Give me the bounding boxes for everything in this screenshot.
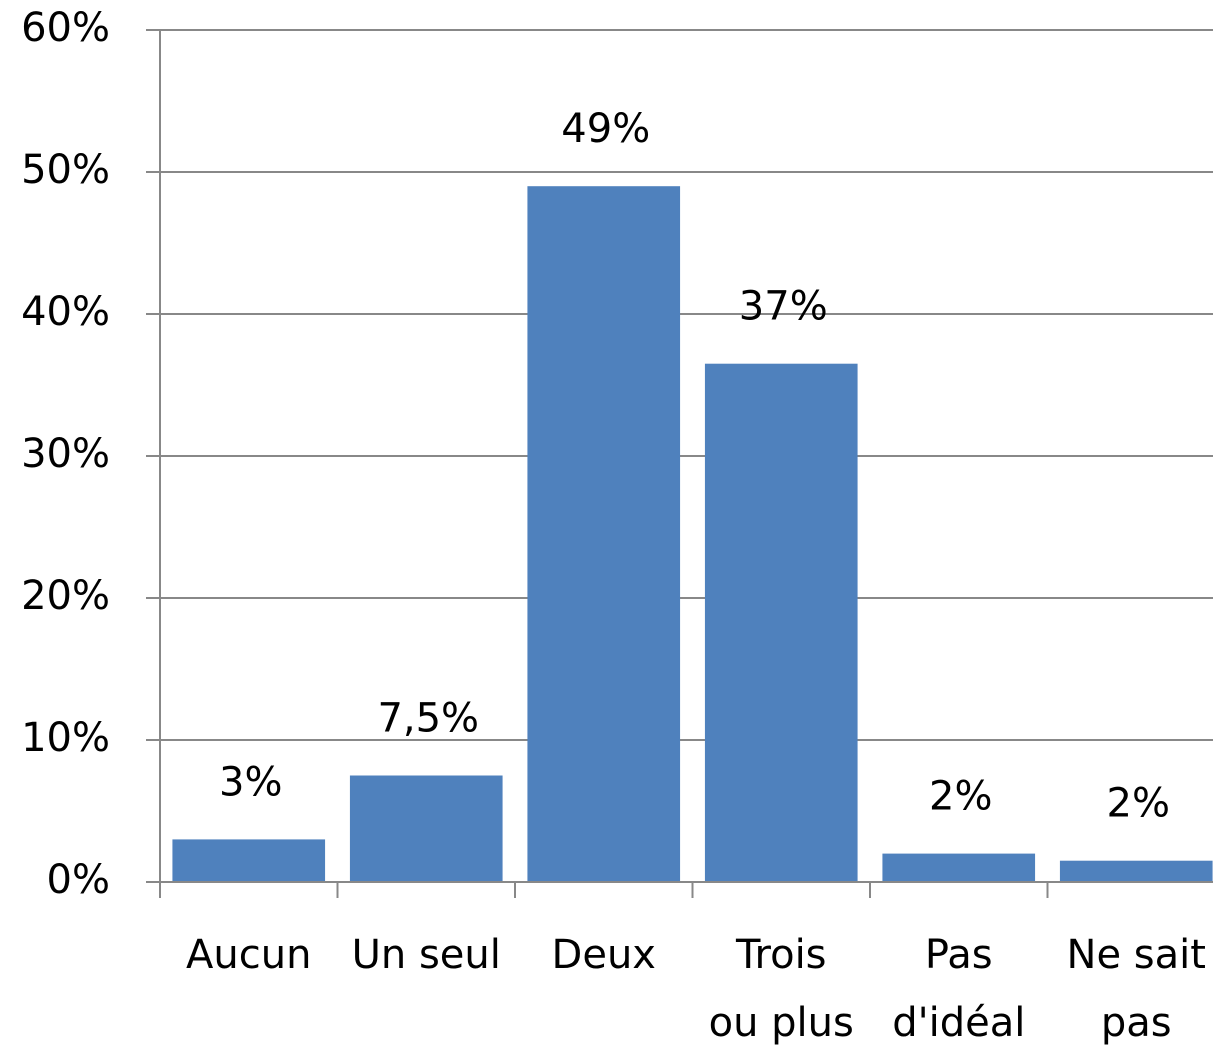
bar bbox=[349, 775, 503, 882]
y-tick-label: 40% bbox=[21, 289, 110, 335]
x-tick-label: pas bbox=[1101, 1000, 1172, 1046]
value-label: 3% bbox=[219, 759, 282, 805]
value-label: 37% bbox=[739, 284, 828, 330]
bar bbox=[882, 853, 1036, 882]
x-tick-label: d'idéal bbox=[892, 1000, 1025, 1046]
x-tick-label: Aucun bbox=[186, 932, 311, 978]
x-tick-label: Pas bbox=[925, 932, 993, 978]
y-tick-label: 50% bbox=[21, 147, 110, 193]
y-tick-label: 10% bbox=[21, 715, 110, 761]
y-tick-label: 0% bbox=[47, 857, 110, 903]
bar bbox=[1059, 860, 1213, 882]
y-tick-label: 60% bbox=[21, 5, 110, 51]
x-tick-label: Deux bbox=[552, 932, 656, 978]
value-label: 2% bbox=[929, 774, 992, 820]
value-label: 49% bbox=[561, 106, 650, 152]
x-tick-label: Trois bbox=[735, 932, 827, 978]
value-label: 7,5% bbox=[377, 696, 479, 742]
bar bbox=[704, 363, 858, 882]
x-tick-label: ou plus bbox=[709, 1000, 854, 1046]
bar bbox=[172, 839, 326, 882]
y-tick-label: 30% bbox=[21, 431, 110, 477]
x-tick-label: Un seul bbox=[352, 932, 501, 978]
y-tick-label: 20% bbox=[21, 573, 110, 619]
value-label: 2% bbox=[1107, 781, 1170, 827]
bar bbox=[527, 186, 681, 882]
x-tick-label: Ne sait bbox=[1067, 932, 1206, 978]
